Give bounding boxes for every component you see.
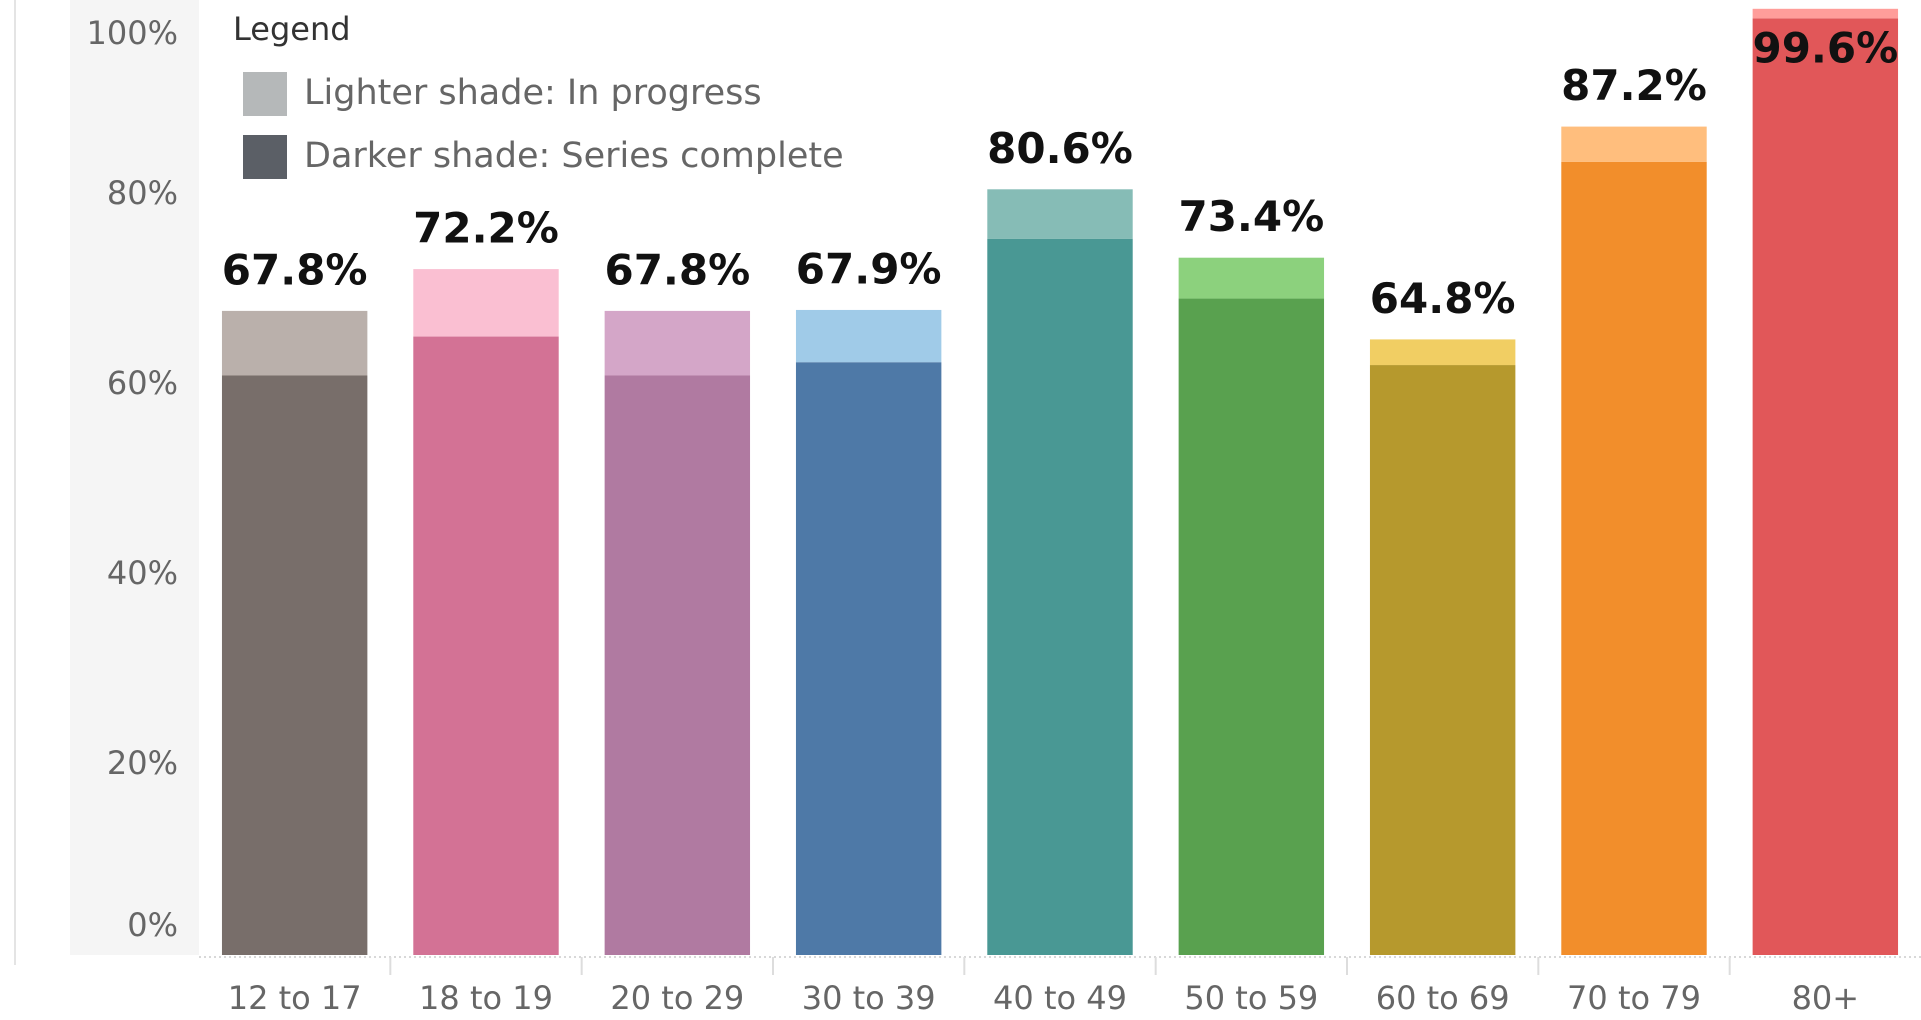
bar-segment bbox=[604, 375, 751, 955]
bar-segment bbox=[1561, 161, 1707, 955]
x-tick-label: 50 to 59 bbox=[1184, 979, 1318, 1017]
bar-segment bbox=[1369, 365, 1516, 955]
y-tick-label: 100% bbox=[87, 14, 178, 52]
bar-segment bbox=[1178, 298, 1325, 955]
legend-swatch bbox=[243, 72, 287, 116]
bar-segment bbox=[987, 238, 1133, 955]
legend-swatch bbox=[243, 135, 287, 179]
y-tick-label: 60% bbox=[107, 364, 178, 402]
total-label: 99.6% bbox=[1752, 24, 1898, 73]
total-label: 64.8% bbox=[1370, 274, 1516, 323]
y-tick-label: 80% bbox=[107, 174, 178, 212]
y-tick-label: 0% bbox=[127, 906, 178, 944]
y-tick-label: 20% bbox=[107, 744, 178, 782]
total-label: 72.2% bbox=[413, 204, 559, 253]
total-label: 87.2% bbox=[1561, 61, 1707, 110]
x-tick-label: 18 to 19 bbox=[419, 979, 553, 1017]
bar-segment bbox=[1752, 8, 1899, 19]
total-label: 67.8% bbox=[222, 245, 368, 294]
legend-title: Legend bbox=[233, 10, 351, 48]
bar-segment bbox=[604, 310, 751, 376]
bar-segment bbox=[795, 309, 942, 363]
bar-segment bbox=[1369, 339, 1516, 366]
x-tick-label: 12 to 17 bbox=[228, 979, 362, 1017]
legend-label: Darker shade: Series complete bbox=[304, 136, 844, 176]
total-label: 67.8% bbox=[604, 245, 750, 294]
x-tick-label: 60 to 69 bbox=[1376, 979, 1510, 1017]
total-label: 73.4% bbox=[1178, 192, 1324, 241]
x-tick-label: 80+ bbox=[1792, 979, 1860, 1017]
bar-segment bbox=[413, 269, 559, 337]
x-tick-label: 30 to 39 bbox=[802, 979, 936, 1017]
x-tick-label: 40 to 49 bbox=[993, 979, 1127, 1017]
bar-segment bbox=[221, 375, 368, 955]
bar-segment bbox=[413, 336, 559, 955]
bar-segment bbox=[987, 189, 1133, 239]
y-tick-label: 40% bbox=[107, 554, 178, 592]
total-label: 67.9% bbox=[796, 244, 942, 293]
bar-segment bbox=[221, 310, 368, 376]
x-tick-label: 70 to 79 bbox=[1567, 979, 1701, 1017]
bar-segment bbox=[1752, 18, 1899, 956]
x-tick-label: 20 to 29 bbox=[610, 979, 744, 1017]
total-label: 80.6% bbox=[987, 124, 1133, 173]
bar-segment bbox=[1561, 126, 1707, 162]
bar-segment bbox=[1178, 257, 1325, 299]
bar-segment bbox=[795, 362, 942, 955]
legend-label: Lighter shade: In progress bbox=[304, 73, 762, 113]
axis-panel bbox=[70, 0, 199, 955]
